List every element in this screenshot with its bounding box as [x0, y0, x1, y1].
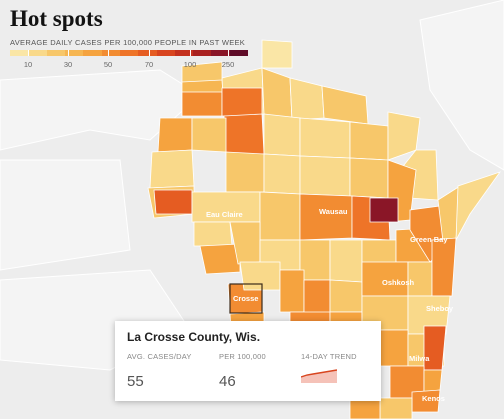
county-sheboygan[interactable]	[407, 295, 451, 335]
trend-column: 14-DAY TREND	[301, 352, 357, 361]
per-100k-column: PER 100,000 46	[219, 352, 266, 390]
county-oneida[interactable]	[299, 117, 351, 159]
county-chippewa[interactable]	[225, 151, 265, 193]
legend-swatch	[156, 50, 175, 56]
legend-swatch	[28, 50, 47, 56]
legend-tick-label: 30	[63, 60, 73, 69]
legend-swatch	[174, 50, 194, 56]
legend-tick	[149, 50, 150, 56]
county-st-croix[interactable]	[149, 149, 195, 189]
county-walworth[interactable]	[379, 397, 413, 419]
county-door[interactable]	[455, 171, 502, 241]
county-apostle[interactable]	[261, 39, 293, 69]
per-100k-header: PER 100,000	[219, 352, 266, 361]
legend-swatch	[10, 50, 29, 56]
legend-tick-label: 250	[221, 60, 235, 69]
tooltip-title: La Crosse County, Wis.	[127, 330, 261, 344]
legend-tick	[108, 50, 109, 56]
city-label-milwaukee: Milwa	[409, 354, 430, 363]
avg-cases-column: AVG. CASES/DAY 55	[127, 352, 192, 390]
legend-tick-label: 10	[23, 60, 33, 69]
page-title: Hot spots	[10, 6, 103, 31]
county-tooltip: La Crosse County, Wis. AVG. CASES/DAY 55…	[115, 321, 381, 401]
legend-tick	[68, 50, 69, 56]
county-douglas-north[interactable]	[181, 61, 223, 83]
legend-labels: 10 30 50 70 100 250	[10, 60, 258, 70]
county-racine[interactable]	[423, 369, 443, 393]
county-wood[interactable]	[299, 239, 331, 281]
city-label-green-bay: Green Bay	[410, 235, 448, 244]
legend-swatch	[229, 50, 249, 56]
per-100k-value: 46	[219, 373, 236, 390]
legend-tick	[228, 50, 229, 56]
legend-swatch	[211, 50, 230, 56]
county-pepin[interactable]	[193, 221, 233, 247]
legend-swatch	[193, 50, 212, 56]
county-washburn[interactable]	[221, 87, 263, 117]
legend-swatch	[83, 50, 102, 56]
trend-area	[301, 370, 337, 383]
city-label-eau-claire: Eau Claire	[206, 210, 243, 219]
county-vilas[interactable]	[321, 85, 369, 125]
legend-tick	[190, 50, 191, 56]
county-iron[interactable]	[289, 77, 325, 121]
county-menominee[interactable]	[369, 197, 399, 223]
legend-caption: AVERAGE DAILY CASES PER 100,000 PEOPLE I…	[10, 38, 246, 47]
county-clark[interactable]	[259, 191, 301, 241]
legend-tick-label: 100	[183, 60, 197, 69]
county-langlade[interactable]	[349, 157, 389, 199]
county-barron[interactable]	[191, 117, 227, 153]
county-portage[interactable]	[329, 239, 363, 283]
city-label-oshkosh: Oshkosh	[382, 278, 415, 287]
county-ashland[interactable]	[261, 67, 293, 121]
county-manitowoc[interactable]	[431, 237, 457, 297]
county-price[interactable]	[263, 113, 301, 157]
legend-color-bar	[10, 50, 249, 56]
city-label-la-crosse: Crosse	[233, 294, 259, 303]
legend-tick-label: 50	[103, 60, 113, 69]
city-label-kenosha: Kenos	[422, 394, 445, 403]
trend-sparkline	[301, 369, 337, 383]
county-burnett[interactable]	[181, 91, 223, 117]
legend-swatch	[101, 50, 120, 56]
county-juneau[interactable]	[279, 269, 305, 313]
county-lincoln[interactable]	[299, 155, 351, 197]
selected-county-outline	[229, 283, 263, 314]
county-dunn[interactable]	[153, 189, 193, 215]
county-marathon[interactable]	[299, 193, 353, 241]
trend-line	[301, 369, 337, 378]
county-waushara[interactable]	[329, 279, 363, 313]
avg-cases-header: AVG. CASES/DAY	[127, 352, 192, 361]
trend-header: 14-DAY TREND	[301, 352, 357, 361]
legend-swatch	[46, 50, 65, 56]
legend-swatch	[119, 50, 139, 56]
county-sawyer[interactable]	[223, 113, 265, 157]
legend-swatch	[138, 50, 157, 56]
county-milwaukee[interactable]	[423, 325, 447, 371]
county-taylor[interactable]	[263, 153, 301, 195]
legend-tick-marks	[10, 50, 248, 56]
city-label-wausau: Wausau	[319, 207, 348, 216]
county-buffalo[interactable]	[199, 243, 241, 275]
county-forest[interactable]	[349, 121, 389, 161]
avg-cases-value: 55	[127, 373, 144, 390]
legend-tick-label: 70	[144, 60, 154, 69]
county-polk[interactable]	[157, 117, 193, 153]
county-monroe[interactable]	[239, 261, 281, 291]
legend-tick	[28, 50, 29, 56]
legend-swatch	[64, 50, 84, 56]
city-label-sheboygan: Sheboy	[426, 304, 454, 313]
